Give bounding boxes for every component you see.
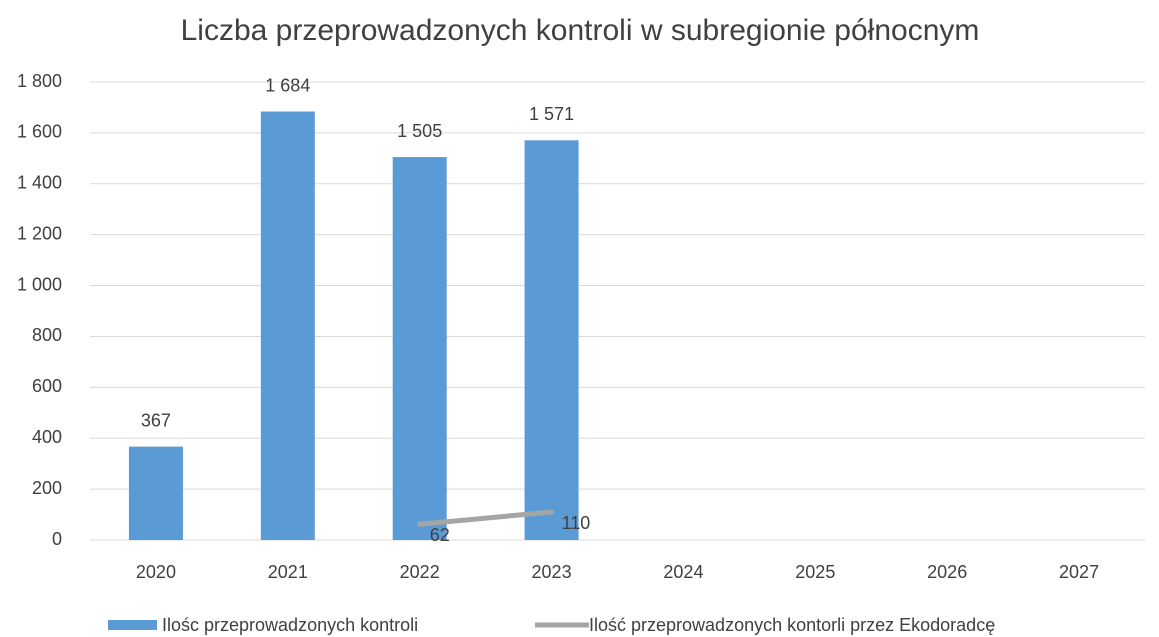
y-tick-label: 400	[32, 427, 62, 447]
x-tick-label: 2020	[136, 562, 176, 582]
legend-label: Ilość przeprowadzonych kontorli przez Ek…	[589, 615, 995, 635]
x-tick-label: 2027	[1059, 562, 1099, 582]
bar	[260, 111, 315, 540]
y-tick-label: 1 800	[17, 71, 62, 91]
y-tick-label: 200	[32, 478, 62, 498]
y-tick-label: 1 600	[17, 122, 62, 142]
x-tick-label: 2021	[268, 562, 308, 582]
x-tick-label: 2022	[400, 562, 440, 582]
x-tick-label: 2024	[663, 562, 703, 582]
y-tick-label: 600	[32, 376, 62, 396]
data-label: 367	[141, 410, 171, 430]
chart-title: Liczba przeprowadzonych kontroli w subre…	[181, 14, 980, 47]
bar	[392, 157, 447, 541]
data-label: 1 684	[265, 75, 310, 95]
y-tick-label: 800	[32, 325, 62, 345]
y-tick-label: 1 400	[17, 173, 62, 193]
x-tick-label: 2025	[795, 562, 835, 582]
x-tick-label: 2023	[532, 562, 572, 582]
y-tick-label: 1 200	[17, 223, 62, 243]
y-tick-label: 1 000	[17, 274, 62, 294]
x-tick-label: 2026	[927, 562, 967, 582]
data-label: 110	[562, 513, 591, 533]
line	[417, 509, 555, 527]
y-tick-label: 0	[52, 529, 62, 549]
data-label: 62	[430, 525, 450, 545]
legend-swatch	[108, 620, 157, 630]
data-label: 1 505	[397, 121, 442, 141]
bar	[524, 140, 579, 541]
data-label: 1 571	[529, 104, 574, 124]
bar	[128, 446, 183, 540]
legend-label: Ilośc przeprowadzonych kontroli	[162, 615, 418, 635]
